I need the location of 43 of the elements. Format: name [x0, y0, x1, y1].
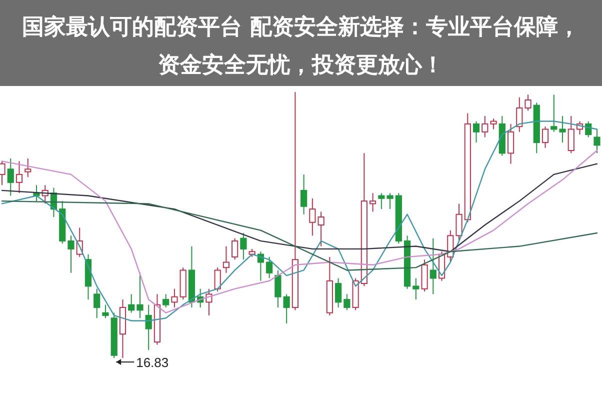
candlestick: [94, 288, 100, 319]
candlestick: [7, 158, 14, 196]
candlestick: [24, 158, 32, 178]
candlestick: [482, 115, 488, 138]
candlestick: [232, 238, 238, 260]
candlestick: [283, 294, 290, 324]
candlestick: [344, 294, 350, 311]
candlestick: [507, 123, 514, 164]
candlestick: [542, 126, 549, 148]
annotation: 16.83: [136, 355, 169, 370]
candlestick: [369, 192, 376, 212]
candlestick: [335, 278, 342, 308]
candlestick: [550, 94, 558, 132]
candlestick: [162, 294, 170, 308]
candlestick: [516, 96, 523, 132]
candlestick: [309, 198, 316, 236]
candlestick: [102, 304, 109, 319]
candlestick: [386, 192, 394, 210]
candlestick: [266, 256, 273, 279]
candlestick: [559, 115, 566, 144]
candlestick: [274, 270, 282, 308]
candlestick: [472, 120, 480, 144]
candlestick: [318, 211, 324, 247]
candlestick: [456, 203, 462, 242]
candlestick: [568, 115, 574, 154]
candlestick: [378, 192, 385, 210]
candlestick: [490, 118, 497, 130]
candlestick: [412, 278, 420, 300]
candlestick: [421, 259, 428, 292]
candlestick: [171, 288, 178, 308]
candlestick: [16, 160, 23, 194]
candlestick: [206, 288, 212, 316]
chart-title: 国家最认可的配资平台 配资安全新选择：专业平台保障，资金安全无忧，投资更放心！: [22, 14, 580, 78]
candlestick: [0, 160, 6, 186]
candlestick: [68, 235, 74, 274]
candlestick: [128, 294, 135, 314]
candlestick: [222, 246, 230, 274]
candlestick: [430, 238, 436, 295]
candlestick: [594, 128, 600, 154]
candlestick: [214, 267, 221, 292]
candlestick: [240, 232, 247, 260]
candlestick: [524, 94, 532, 112]
candlestick: [300, 174, 308, 215]
